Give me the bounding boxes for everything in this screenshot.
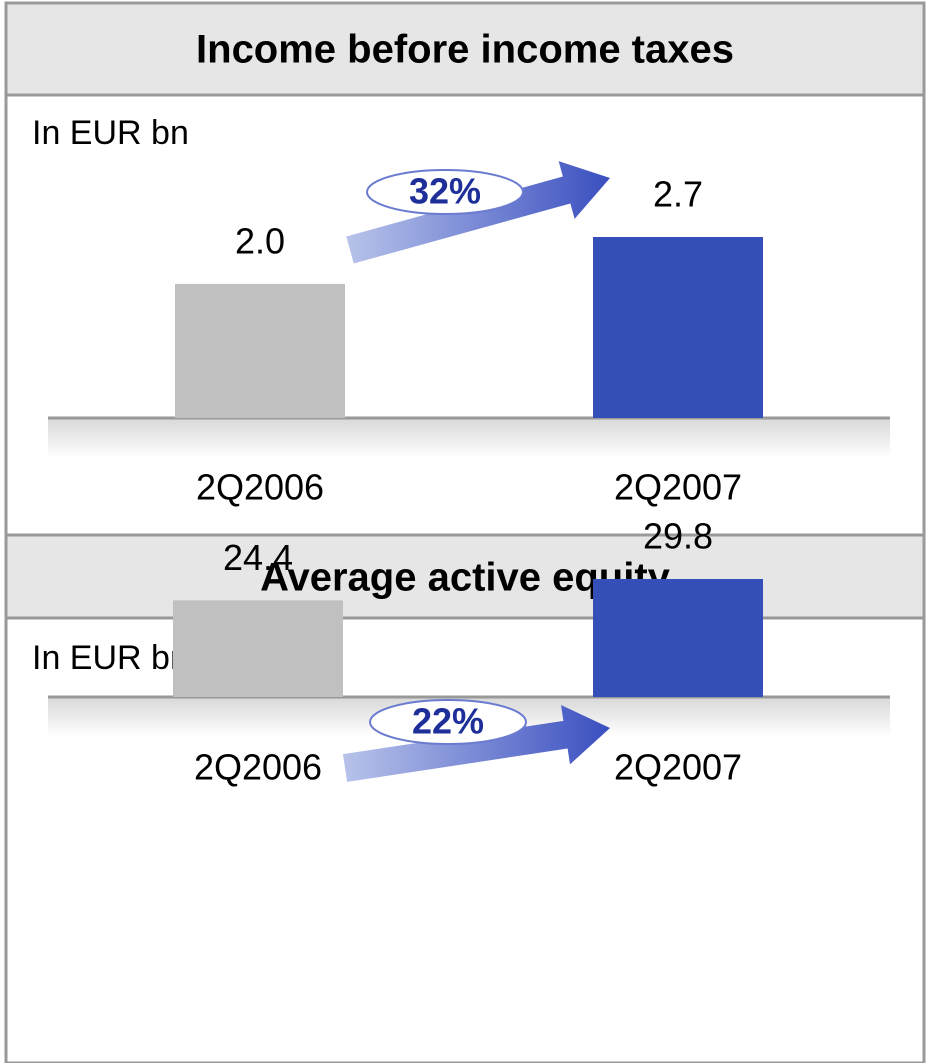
category-label: 2Q2006 xyxy=(196,467,324,508)
panel-title: Income before income taxes xyxy=(196,28,734,72)
value-label: 29.8 xyxy=(643,516,713,557)
value-label: 2.7 xyxy=(653,174,703,215)
bar xyxy=(175,283,345,418)
floor-shadow xyxy=(48,418,890,458)
value-label: 24.4 xyxy=(223,537,293,578)
growth-label: 32% xyxy=(409,171,481,212)
category-label: 2Q2007 xyxy=(614,467,742,508)
value-label: 2.0 xyxy=(235,220,285,261)
bar xyxy=(593,579,763,697)
bar xyxy=(173,600,343,697)
growth-badge xyxy=(369,699,527,745)
growth-badge xyxy=(366,169,524,215)
category-label: 2Q2006 xyxy=(194,747,322,788)
unit-label: In EUR bn xyxy=(32,114,189,152)
category-label: 2Q2007 xyxy=(614,747,742,788)
growth-label: 22% xyxy=(412,701,484,742)
bar xyxy=(593,237,763,418)
panel-header xyxy=(4,533,926,620)
panel-header xyxy=(4,1,926,97)
unit-label: In EUR bn xyxy=(32,639,189,677)
